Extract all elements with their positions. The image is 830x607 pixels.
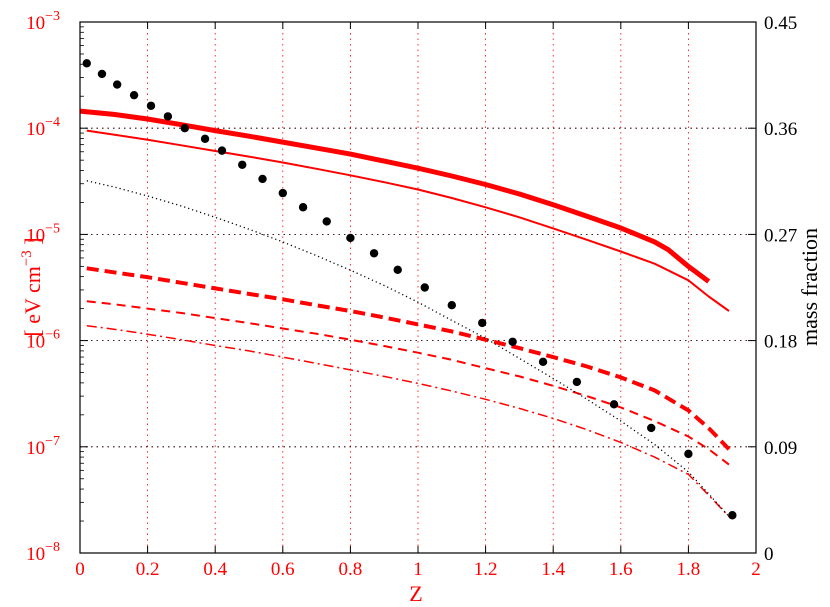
- data-point: [447, 301, 456, 310]
- left-y-tick-label: 10−3: [26, 9, 60, 34]
- data-point: [647, 423, 656, 433]
- series-line-1: [86, 129, 730, 312]
- x-tick-label: 1.6: [609, 559, 633, 580]
- left-y-tick-label: 10−6: [26, 328, 60, 353]
- right-y-tick-label: 0.36: [764, 119, 797, 140]
- data-point: [278, 188, 287, 198]
- right-y-tick-label: 0.27: [764, 225, 797, 246]
- x-tick-label: 1: [413, 559, 423, 580]
- data-point: [393, 265, 402, 274]
- right-y-tick-label: 0.45: [764, 13, 797, 34]
- data-point: [369, 249, 379, 258]
- left-y-tick-label: 10−4: [26, 115, 60, 140]
- data-point: [146, 101, 156, 110]
- series-line-0: [79, 108, 711, 284]
- right-y-axis-title: mass fraction: [797, 228, 822, 346]
- x-tick-label: 1.8: [677, 559, 701, 580]
- x-tick-label: 0.6: [271, 559, 295, 580]
- left-y-axis-title-exponent: −3: [19, 250, 35, 266]
- data-point: [322, 217, 331, 226]
- data-point: [298, 203, 308, 212]
- right-y-tick-label: 0.09: [764, 438, 797, 459]
- data-point: [180, 124, 189, 133]
- data-point: [238, 160, 247, 169]
- data-point: [478, 318, 487, 328]
- x-tick-label: 0: [75, 559, 85, 580]
- x-axis-title: Z: [409, 581, 422, 606]
- series-line-4: [86, 324, 730, 518]
- data-point: [82, 59, 91, 68]
- left-y-axis-title-close: ]: [20, 237, 45, 250]
- series-line-3: [86, 300, 730, 466]
- data-point: [112, 80, 122, 89]
- data-point: [572, 377, 582, 387]
- left-axis: 10−3 10−4 10−5 10−6 10−7 10−8: [26, 9, 88, 565]
- left-y-tick-label: 10−7: [26, 434, 60, 459]
- series-markers-6: [82, 59, 737, 520]
- series-line-2: [86, 266, 731, 451]
- grid-lines: [80, 22, 756, 553]
- left-y-tick-label: 10−5: [26, 221, 60, 246]
- data-point: [538, 357, 548, 367]
- data-point: [609, 400, 619, 409]
- data-point: [346, 233, 355, 243]
- data-point: [163, 112, 173, 121]
- right-y-tick-label: 0: [764, 544, 774, 565]
- x-tick-label: 1.2: [474, 559, 498, 580]
- data-point: [200, 134, 210, 144]
- data-point: [129, 90, 139, 100]
- x-tick-label: 0.4: [203, 559, 227, 580]
- data-point: [728, 511, 737, 520]
- bottom-axis: 0 0.2 0.4 0.6 0.8 1 1.2 1.4 1.6 1.8 2: [75, 22, 761, 580]
- series-layer: [79, 59, 737, 520]
- x-tick-label: 0.2: [136, 559, 160, 580]
- data-point: [97, 69, 107, 79]
- data-point: [217, 146, 227, 155]
- data-point: [258, 174, 267, 184]
- data-point: [508, 337, 517, 346]
- data-point: [684, 449, 693, 459]
- left-y-axis-title-main: [ eV cm: [20, 266, 45, 336]
- right-axis: 0 0.09 0.18 0.27 0.36 0.45: [748, 13, 797, 565]
- left-y-axis-title: [ eV cm−3 ]: [19, 237, 45, 336]
- x-tick-label: 0.8: [339, 559, 363, 580]
- x-tick-label: 2: [751, 559, 761, 580]
- x-tick-label: 1.4: [541, 559, 565, 580]
- series-line-5: [86, 180, 730, 518]
- left-y-tick-label: 10−8: [26, 540, 60, 565]
- data-point: [420, 283, 429, 292]
- right-y-tick-label: 0.18: [764, 332, 797, 353]
